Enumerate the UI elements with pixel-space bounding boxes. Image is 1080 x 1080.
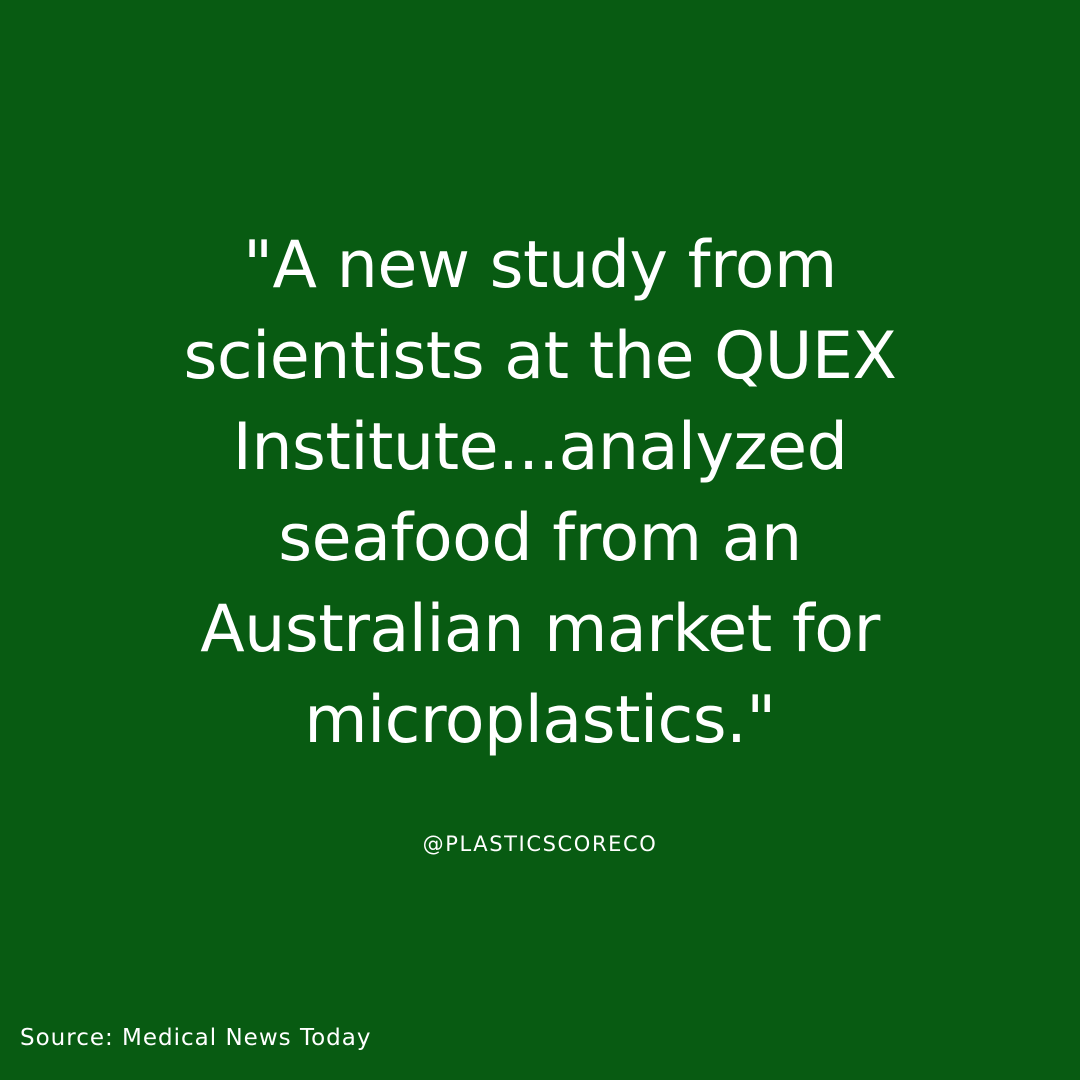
- source-credit: Source: Medical News Today: [20, 1025, 372, 1051]
- quote-line: Institute...analyzed: [232, 410, 848, 485]
- account-handle: @PLASTICSCORECO: [422, 832, 658, 856]
- quote-line: Australian market for: [200, 592, 880, 667]
- quote-line: seafood from an: [278, 501, 802, 576]
- quote-text: "A new study from scientists at the QUEX…: [50, 220, 1030, 766]
- quote-line: microplastics.": [304, 683, 776, 758]
- quote-line: "A new study from: [243, 228, 837, 303]
- quote-line: scientists at the QUEX: [183, 319, 897, 394]
